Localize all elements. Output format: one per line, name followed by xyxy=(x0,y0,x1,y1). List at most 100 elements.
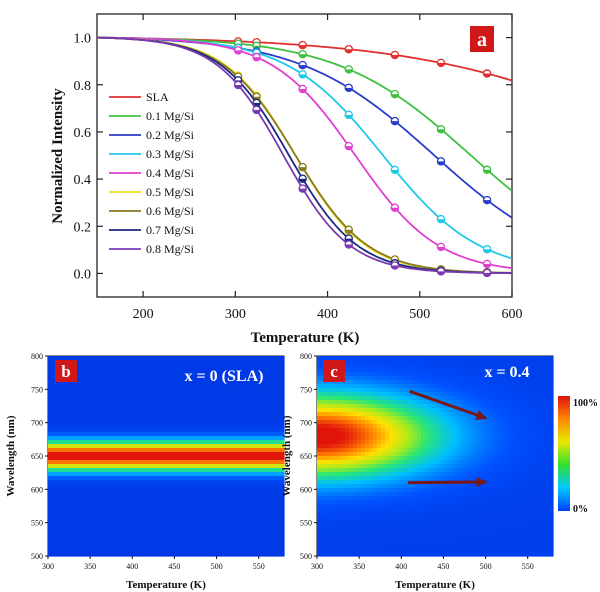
heatmap-cell xyxy=(389,452,394,457)
heatmap-cell xyxy=(156,432,161,437)
heatmap-cell xyxy=(144,356,149,361)
heatmap-cell xyxy=(333,444,338,449)
heatmap-cell xyxy=(385,416,390,421)
heatmap-cell xyxy=(405,524,410,529)
heatmap-cell xyxy=(96,392,101,397)
heatmap-cell xyxy=(341,528,346,533)
heatmap-cell xyxy=(417,488,422,493)
heatmap-cell xyxy=(232,372,237,377)
heatmap-cell xyxy=(120,532,125,537)
heatmap-cell xyxy=(220,440,225,445)
heatmap-cell xyxy=(389,396,394,401)
heatmap-cell xyxy=(353,396,358,401)
heatmap-cell xyxy=(152,484,157,489)
heatmap-cell xyxy=(168,492,173,497)
heatmap-cell xyxy=(152,376,157,381)
heatmap-cell xyxy=(341,508,346,513)
heatmap-cell xyxy=(188,472,193,477)
heatmap-cell xyxy=(148,464,153,469)
heatmap-cell xyxy=(260,544,265,549)
heatmap-cell xyxy=(116,532,121,537)
heatmap-cell xyxy=(196,408,201,413)
heatmap-cell xyxy=(52,444,57,449)
heatmap-cell xyxy=(345,384,350,389)
heatmap-cell xyxy=(200,404,205,409)
heatmap-cell xyxy=(429,456,434,461)
heatmap-cell xyxy=(345,524,350,529)
heatmap-cell xyxy=(236,360,241,365)
heatmap-cell xyxy=(184,412,189,417)
heatmap-cell xyxy=(228,528,233,533)
heatmap-cell xyxy=(224,440,229,445)
heatmap-cell xyxy=(357,380,362,385)
heatmap-cell xyxy=(453,412,458,417)
legend-label: 0.3 Mg/Si xyxy=(146,147,195,161)
heatmap-cell xyxy=(96,536,101,541)
heatmap-cell xyxy=(136,464,141,469)
heatmap-cell xyxy=(365,520,370,525)
heatmap-cell xyxy=(168,392,173,397)
heatmap-cell xyxy=(317,536,322,541)
heatmap-cell xyxy=(449,492,454,497)
heatmap-cell xyxy=(389,512,394,517)
heatmap-cell xyxy=(212,468,217,473)
heatmap-cell xyxy=(112,500,117,505)
heatmap-cell xyxy=(192,384,197,389)
heatmap-cell xyxy=(425,528,430,533)
heatmap-cell xyxy=(405,496,410,501)
heatmap-cell xyxy=(196,424,201,429)
heatmap-cell xyxy=(409,504,414,509)
heatmap-cell xyxy=(248,524,253,529)
heatmap-cell xyxy=(401,480,406,485)
heatmap-cell xyxy=(357,416,362,421)
heatmap-cell xyxy=(369,400,374,405)
heatmap-cell xyxy=(172,464,177,469)
heatmap-cell xyxy=(92,512,97,517)
heatmap-cell xyxy=(72,504,77,509)
heatmap-cell xyxy=(433,452,438,457)
heatmap-cell xyxy=(184,460,189,465)
heatmap-cell xyxy=(68,460,73,465)
heatmap-cell xyxy=(373,384,378,389)
heatmap-cell xyxy=(116,492,121,497)
heatmap-cell xyxy=(365,488,370,493)
heatmap-cell xyxy=(397,432,402,437)
heatmap-cell xyxy=(220,444,225,449)
heatmap-cell xyxy=(329,544,334,549)
heatmap-cell xyxy=(72,500,77,505)
heatmap-cell xyxy=(236,444,241,449)
heatmap-cell xyxy=(72,488,77,493)
heatmap-cell xyxy=(429,376,434,381)
heatmap-cell xyxy=(377,392,382,397)
heatmap-cell xyxy=(220,472,225,477)
heatmap-cell xyxy=(88,384,93,389)
heatmap-cell xyxy=(112,512,117,517)
heatmap-cell xyxy=(96,424,101,429)
heatmap-cell xyxy=(353,536,358,541)
heatmap-cell xyxy=(341,448,346,453)
heatmap-cell xyxy=(88,484,93,489)
heatmap-cell xyxy=(148,528,153,533)
heatmap-cell xyxy=(240,464,245,469)
heatmap-cell xyxy=(260,536,265,541)
heatmap-cell xyxy=(152,428,157,433)
heatmap-cell xyxy=(116,356,121,361)
heatmap-cell xyxy=(341,384,346,389)
heatmap-cell xyxy=(192,456,197,461)
heatmap-cell xyxy=(148,552,153,557)
heatmap-cell xyxy=(345,468,350,473)
heatmap-cell xyxy=(72,456,77,461)
heatmap-cell xyxy=(248,456,253,461)
heatmap-cell xyxy=(92,492,97,497)
heatmap-cell xyxy=(417,456,422,461)
heatmap-cell xyxy=(333,456,338,461)
heatmap-cell xyxy=(349,432,354,437)
heatmap-cell xyxy=(409,380,414,385)
heatmap-cell xyxy=(176,372,181,377)
heatmap-cell xyxy=(164,508,169,513)
heatmap-cell xyxy=(172,412,177,417)
heatmap-cell xyxy=(369,552,374,557)
heatmap-cell xyxy=(212,452,217,457)
heatmap-cell xyxy=(353,520,358,525)
heatmap-cell xyxy=(260,504,265,509)
